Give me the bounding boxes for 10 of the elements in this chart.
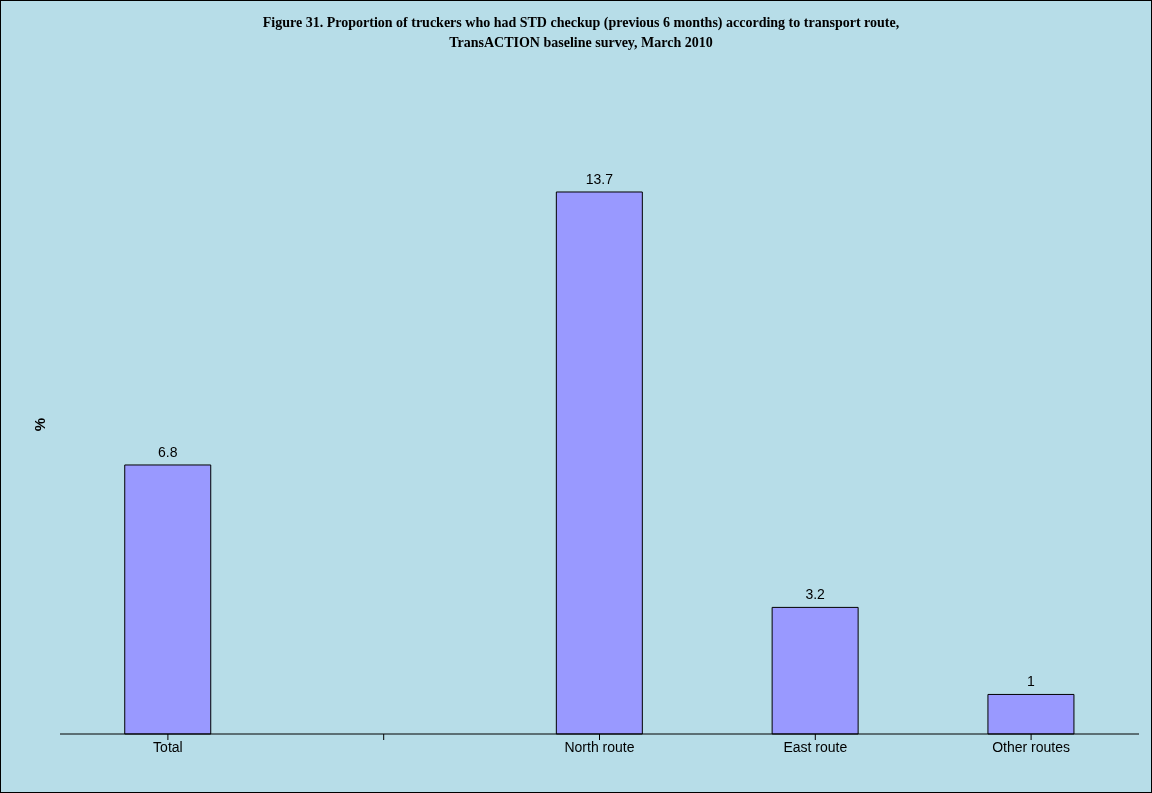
x-tick-label: Other routes [992, 738, 1071, 755]
data-label: 6.8 [158, 443, 178, 460]
data-label: 1 [1027, 673, 1036, 690]
chart-title: Figure 31. Proportion of truckers who had STD checkup (previous 6 months) according to transport route, TransACTION baseline survey, March 2010 [261, 14, 901, 52]
data-label: 13.7 [585, 170, 614, 187]
x-tick-label: North route [564, 738, 635, 755]
x-tick-label: Total [153, 738, 183, 755]
data-label: 3.2 [805, 586, 826, 603]
y-axis-title: % [31, 417, 49, 432]
x-tick-label: East route [783, 738, 848, 755]
